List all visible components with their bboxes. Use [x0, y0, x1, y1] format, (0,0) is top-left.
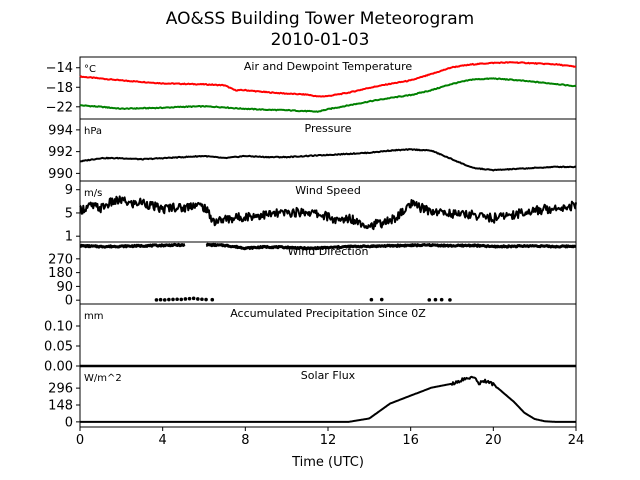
data-point — [196, 297, 200, 301]
series-line — [79, 77, 577, 113]
y-tick-label: 270 — [48, 252, 73, 267]
panel-unit: °C — [84, 64, 96, 75]
data-point — [162, 298, 167, 302]
y-tick-label: 148 — [48, 398, 73, 413]
x-tick-label: 20 — [485, 433, 502, 448]
data-point — [379, 297, 384, 302]
series-line — [80, 375, 576, 423]
data-point — [179, 297, 184, 302]
y-tick-label: 5 — [65, 206, 73, 221]
panel-title: Pressure — [305, 122, 352, 135]
panel-unit: m/s — [84, 188, 102, 199]
x-tick-label: 0 — [76, 433, 84, 448]
panel-title: Air and Dewpoint Temperature — [244, 60, 412, 73]
series-line — [79, 61, 576, 98]
data-point — [433, 297, 438, 302]
data-point — [200, 297, 204, 302]
panels: −14 −18 −22 °C Air and Dewpoint Temperature 9… — [44, 56, 577, 430]
data-point — [204, 297, 208, 302]
panel-unit: mm — [84, 311, 103, 322]
y-tick-label: 0.10 — [44, 320, 73, 335]
x-tick-label: 16 — [402, 433, 419, 448]
y-tick-label: 180 — [48, 266, 73, 281]
panel-wind_speed: 9 5 1 m/s Wind Speed — [65, 180, 577, 245]
y-tick-label: −18 — [46, 81, 73, 96]
panel-title: Accumulated Precipitation Since 0Z — [230, 307, 426, 320]
y-tick-label: 0.00 — [44, 360, 73, 375]
series-line — [79, 242, 186, 249]
y-tick-label: 1 — [65, 230, 73, 245]
panel-temp: −14 −18 −22 °C Air and Dewpoint Temperature — [46, 56, 577, 120]
panel-precip: 0.10 0.05 0.00 mm Accumulated Precipitation … — [44, 303, 577, 375]
x-axis-label: Time (UTC) — [291, 455, 364, 470]
data-point — [191, 296, 196, 301]
y-tick-label: −14 — [46, 61, 73, 76]
y-tick-label: −22 — [46, 100, 73, 115]
data-point — [158, 297, 163, 302]
x-tick-label: 12 — [320, 433, 337, 448]
series-line — [205, 242, 577, 251]
series-line — [79, 195, 577, 231]
y-tick-label: 990 — [48, 167, 73, 182]
data-point — [427, 298, 432, 302]
x-axis: 0 4 8 12 16 20 24 — [76, 427, 584, 448]
data-point — [183, 297, 188, 301]
panel-title: Solar Flux — [301, 369, 356, 382]
data-point — [171, 297, 175, 302]
data-point — [175, 297, 179, 302]
data-point — [167, 297, 171, 302]
y-tick-label: 0.05 — [44, 340, 73, 355]
panel-unit: W/m^2 — [84, 373, 122, 384]
y-tick-label: 0 — [65, 415, 73, 430]
x-tick-label: 24 — [568, 433, 585, 448]
y-tick-label: 296 — [48, 382, 73, 397]
data-point — [187, 296, 192, 301]
panel-title: Wind Speed — [295, 184, 361, 197]
data-point — [448, 298, 452, 302]
y-tick-label: 994 — [48, 123, 73, 138]
y-tick-label: 0 — [65, 294, 73, 309]
y-tick-label: 90 — [56, 280, 73, 295]
data-point — [439, 297, 444, 302]
y-tick-label: 992 — [48, 145, 73, 160]
series-line — [79, 148, 577, 172]
panel-unit: hPa — [84, 126, 102, 137]
x-tick-label: 4 — [159, 433, 167, 448]
panel-title: Wind Direction — [288, 245, 369, 258]
y-tick-label: 9 — [65, 183, 73, 198]
data-point — [210, 297, 215, 302]
data-point — [154, 298, 159, 302]
figure-date: 2010-01-03 — [271, 30, 370, 50]
x-tick-label: 8 — [241, 433, 249, 448]
data-point — [369, 297, 374, 302]
panel-pressure: 994 992 990 hPa Pressure — [48, 118, 577, 182]
figure-title: AO&SS Building Tower Meteorogram — [166, 9, 474, 29]
